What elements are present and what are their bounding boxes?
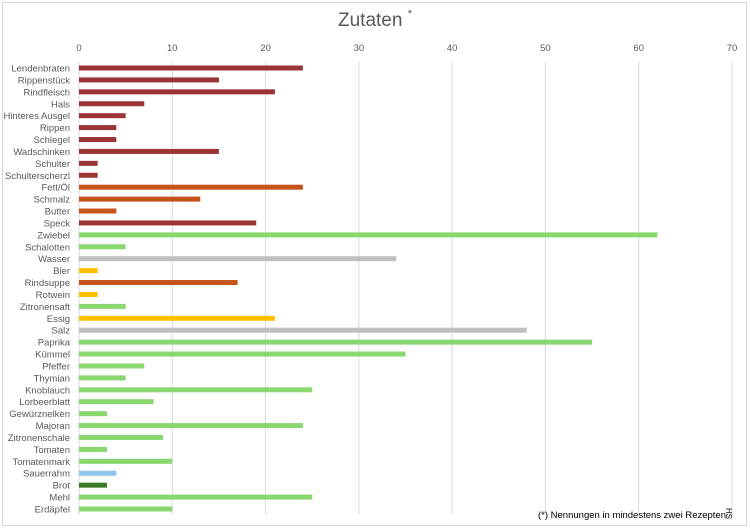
bar xyxy=(79,434,163,440)
category-label: Schulterscherzl xyxy=(5,171,70,182)
chart-title-text: Zutaten xyxy=(338,10,403,31)
category-label: Rippenstück xyxy=(18,75,71,86)
category-label: Hals xyxy=(51,99,70,110)
bar xyxy=(79,363,145,369)
bar xyxy=(79,208,117,214)
bar xyxy=(79,256,397,262)
bar xyxy=(79,423,303,429)
category-label: Wasser xyxy=(38,254,70,265)
category-label: Gewürznelken xyxy=(9,409,70,420)
bar xyxy=(79,196,201,202)
category-label: Rippen xyxy=(40,123,70,134)
category-label: Schmalz xyxy=(34,195,71,206)
bar xyxy=(79,482,107,488)
category-label: Fett/Öl xyxy=(41,183,70,194)
x-tick-label: 70 xyxy=(727,43,738,54)
bar xyxy=(79,160,98,166)
bar xyxy=(79,387,313,393)
category-label: Paprika xyxy=(38,338,71,349)
bar xyxy=(79,65,303,71)
category-label: Rindsuppe xyxy=(25,278,70,289)
bar xyxy=(79,446,107,452)
category-label: Tomatenmark xyxy=(12,457,70,468)
bar xyxy=(79,399,154,405)
category-label: Knoblauch xyxy=(25,385,70,396)
chart-title: Zutaten * xyxy=(0,8,750,32)
bar xyxy=(79,268,98,274)
bar xyxy=(79,315,275,321)
category-label: Butter xyxy=(45,207,70,218)
category-label: Lorbeerblatt xyxy=(19,397,70,408)
category-label: Schalotten xyxy=(25,242,70,253)
category-label: Brot xyxy=(53,481,71,492)
title-asterisk: * xyxy=(407,8,412,20)
category-label: Rotwein xyxy=(36,290,70,301)
category-label: Lendenbraten xyxy=(11,64,70,75)
bar xyxy=(79,172,98,178)
bar xyxy=(79,125,117,131)
category-label: Pfeffer xyxy=(42,361,70,372)
bar xyxy=(79,339,593,345)
x-tick-label: 30 xyxy=(354,43,365,54)
x-tick-label: 20 xyxy=(260,43,271,54)
x-tick-label: 10 xyxy=(167,43,178,54)
category-label: Speck xyxy=(44,218,71,229)
bar xyxy=(79,303,126,309)
category-label: Schulter xyxy=(35,159,70,170)
category-label: Tomaten xyxy=(34,445,70,456)
bar xyxy=(79,89,275,95)
bar xyxy=(79,137,117,143)
bar xyxy=(79,184,303,190)
category-label: Thymian xyxy=(34,373,70,384)
bar xyxy=(79,232,658,238)
category-label: Sauerrahm xyxy=(23,469,70,480)
category-label: Salz xyxy=(52,326,71,337)
bar xyxy=(79,375,126,381)
bar xyxy=(79,77,219,83)
bar xyxy=(79,351,406,357)
category-label: Erdäpfel xyxy=(35,505,70,516)
x-tick-label: 50 xyxy=(540,43,551,54)
category-label: Essig xyxy=(47,314,70,325)
footnote: (*) Nennungen in mindestens zwei Rezepte… xyxy=(538,510,726,521)
x-tick-label: 60 xyxy=(633,43,644,54)
bar xyxy=(79,220,257,226)
category-label: Kümmel xyxy=(35,350,70,361)
bar xyxy=(79,148,219,154)
category-label: Rindfleisch xyxy=(24,87,70,98)
category-label: Wadschinken xyxy=(13,147,70,158)
category-label: Zitronensaft xyxy=(20,302,71,313)
bar xyxy=(79,280,238,286)
category-label: Mehl xyxy=(49,493,70,504)
bar xyxy=(79,494,313,500)
bar xyxy=(79,101,145,107)
x-tick-label: 0 xyxy=(76,43,81,54)
x-tick-label: 40 xyxy=(447,43,458,54)
category-label: Zwiebel xyxy=(37,230,70,241)
category-label: Bier xyxy=(53,266,70,277)
bar xyxy=(79,291,98,297)
bar xyxy=(79,458,173,464)
category-label: Majoran xyxy=(36,421,70,432)
bar xyxy=(79,327,527,333)
bar xyxy=(79,113,126,119)
bar xyxy=(79,470,117,476)
category-label: Schlegel xyxy=(34,135,70,146)
category-label: Zitronenschale xyxy=(8,433,70,444)
category-label: Hinteres Ausgel xyxy=(3,111,70,122)
signature: HS xyxy=(724,508,733,520)
bar xyxy=(79,411,107,417)
bar xyxy=(79,506,173,512)
bar xyxy=(79,244,126,250)
